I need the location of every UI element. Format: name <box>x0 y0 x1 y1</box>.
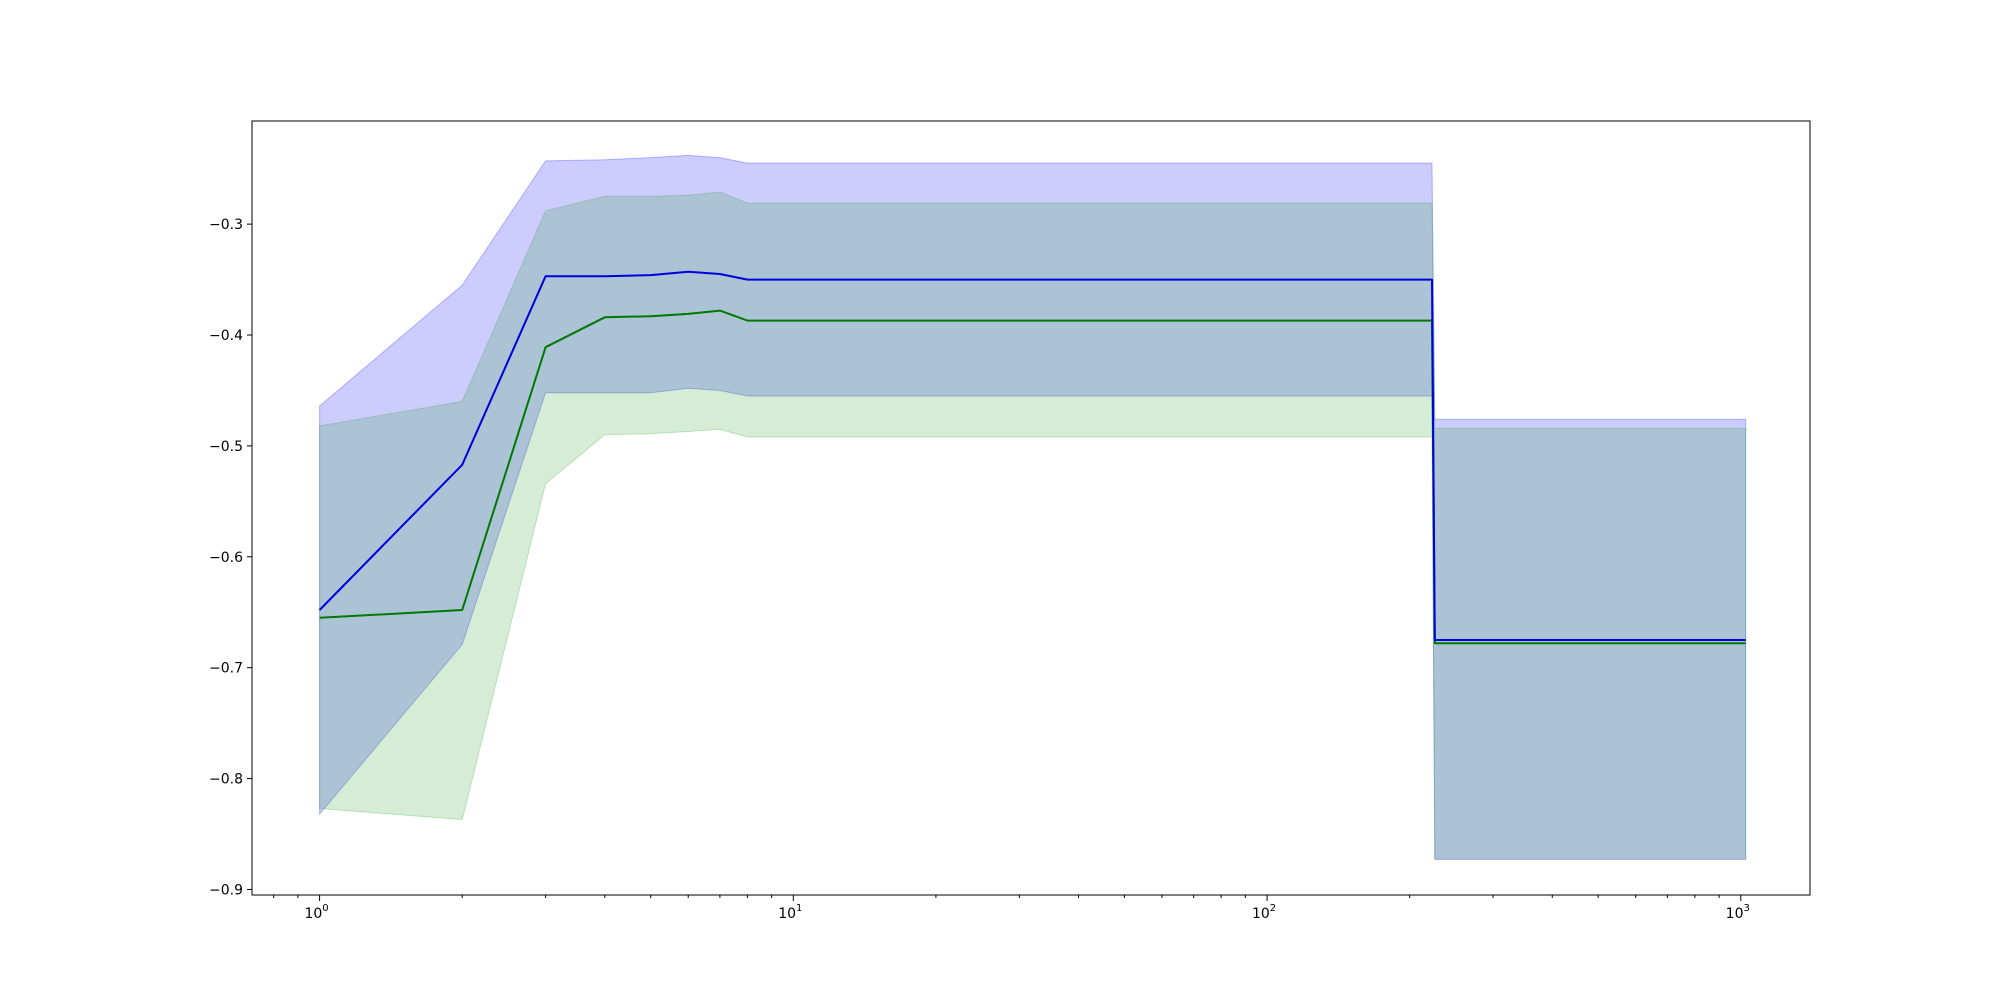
y-tick-label: −0.9 <box>209 882 243 898</box>
x-tick-label: 103 <box>1726 903 1750 922</box>
plot-area <box>318 154 1747 860</box>
series-1-band <box>319 154 1747 860</box>
series-1-line <box>318 270 1746 641</box>
axes: −0.3 −0.4 −0.5 −0.6 −0.7 −0.8 −0.9 100 101 102 103 <box>209 120 1811 922</box>
x-tick-label: 100 <box>304 903 328 922</box>
series-2-band <box>319 191 1747 859</box>
y-tick-label: −0.4 <box>209 328 243 344</box>
y-tick-label: −0.6 <box>209 550 243 566</box>
axes-frame <box>251 120 1811 896</box>
y-tick-label: −0.8 <box>209 772 243 788</box>
y-tick-label: −0.7 <box>209 661 243 677</box>
y-tick-label: −0.3 <box>209 217 243 233</box>
y-tick-label: −0.5 <box>209 439 243 455</box>
x-tick-label: 102 <box>1252 903 1276 922</box>
x-tick-label: 101 <box>778 903 802 922</box>
